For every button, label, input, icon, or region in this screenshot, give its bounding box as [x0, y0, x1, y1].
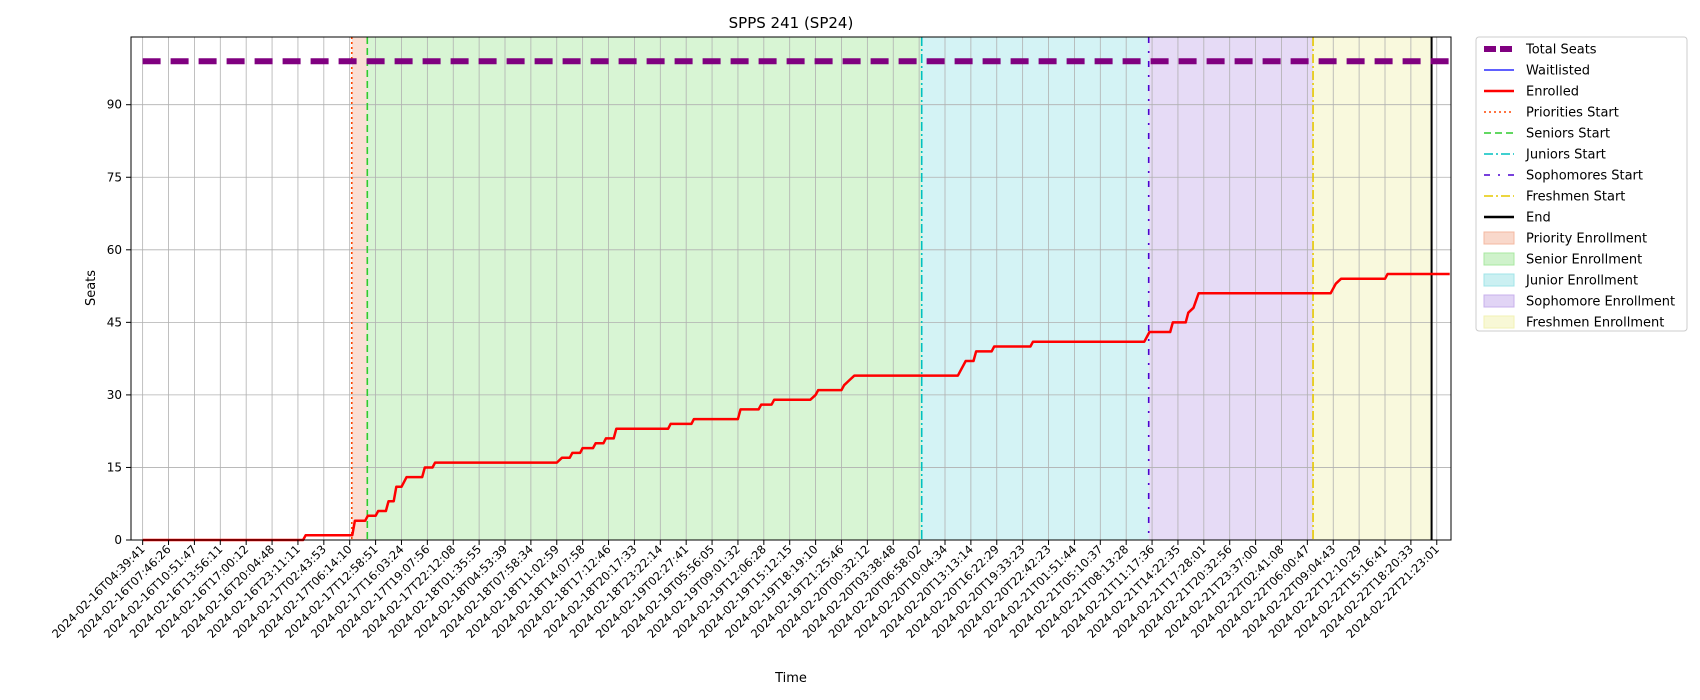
- region-senior-enrollment: [367, 37, 922, 540]
- legend-label-freshmen-start: Freshmen Start: [1526, 190, 1625, 205]
- y-tick-label: 30: [107, 388, 122, 402]
- y-tick-label: 90: [107, 98, 122, 112]
- y-tick-label: 15: [107, 460, 122, 474]
- legend-label-total-seats: Total Seats: [1525, 43, 1597, 58]
- legend-label-juniors-start: Juniors Start: [1525, 148, 1606, 163]
- legend-label-sophomore-enrollment: Sophomore Enrollment: [1526, 295, 1675, 310]
- y-tick-label: 60: [107, 243, 122, 257]
- y-tick-label: 75: [107, 170, 122, 184]
- y-tick-label: 0: [114, 533, 122, 547]
- grid-lines: [131, 37, 1451, 541]
- legend-label-seniors-start: Seniors Start: [1526, 127, 1610, 142]
- legend-swatch-junior-enrollment: [1483, 273, 1515, 287]
- legend-label-freshmen-enrollment: Freshmen Enrollment: [1526, 316, 1664, 331]
- legend-label-priorities-start: Priorities Start: [1526, 106, 1619, 121]
- enrollment-period-regions: [351, 37, 1432, 540]
- region-sophomore-enrollment: [1148, 37, 1314, 540]
- series-enrolled: [142, 272, 1450, 542]
- legend-swatch-sophomore-enrollment: [1483, 294, 1515, 308]
- legend-label-senior-enrollment: Senior Enrollment: [1526, 253, 1642, 268]
- legend-label-enrolled: Enrolled: [1526, 85, 1579, 100]
- region-freshmen-enrollment: [1313, 37, 1432, 540]
- region-junior-enrollment: [921, 37, 1149, 540]
- legend-items: Total Seats Waitlisted Enrolled Priorities …: [1483, 43, 1675, 331]
- legend-label-sophomores-start: Sophomores Start: [1526, 169, 1643, 184]
- legend-label-priority-enrollment: Priority Enrollment: [1526, 232, 1647, 247]
- legend-label-waitlisted: Waitlisted: [1526, 64, 1590, 79]
- y-axis: 0 15 30 45 60 75 90: [107, 98, 131, 547]
- chart-legend: Total Seats Waitlisted Enrolled Priorities …: [1475, 36, 1688, 332]
- phase-start-lines: [350, 37, 1433, 540]
- legend-swatch-freshmen-enrollment: [1483, 315, 1515, 329]
- region-priority-enrollment: [351, 37, 368, 540]
- legend-label-end: End: [1526, 211, 1551, 226]
- legend-box: [1475, 36, 1688, 332]
- y-tick-label: 45: [107, 315, 122, 329]
- y-axis-label: Seats: [84, 270, 99, 306]
- chart-title: SPPS 241 (SP24): [729, 14, 854, 32]
- legend-swatch-senior-enrollment: [1483, 252, 1515, 266]
- legend-swatch-priority-enrollment: [1483, 231, 1515, 245]
- x-axis: 2024-02-16T04:39:412024-02-16T07:46:2620…: [49, 540, 1442, 641]
- legend-label-junior-enrollment: Junior Enrollment: [1525, 274, 1638, 289]
- x-axis-label: Time: [774, 671, 807, 686]
- data-series: [142, 58, 1450, 542]
- plot-area-frame: [130, 36, 1452, 541]
